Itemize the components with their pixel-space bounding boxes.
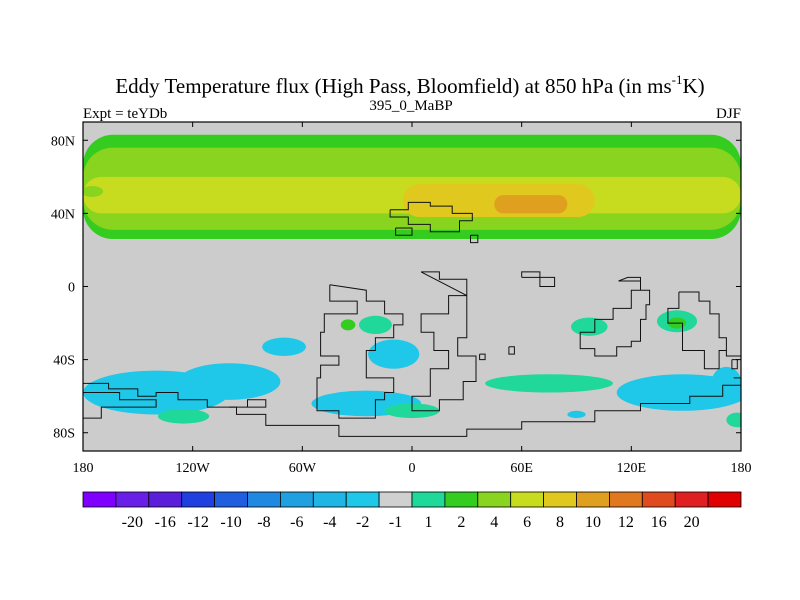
x-tick-label: 0	[409, 461, 416, 476]
colorbar-box	[674, 491, 709, 508]
flux-band-orange	[494, 195, 568, 214]
season-label: DJF	[716, 106, 741, 122]
flux-patch	[567, 410, 586, 419]
coastline	[83, 382, 741, 437]
coastline	[667, 292, 727, 370]
coastline	[389, 201, 473, 233]
colorbar-label: -2	[356, 514, 369, 531]
colorbar-box	[378, 491, 413, 508]
coastline	[411, 271, 477, 412]
colorbar-box	[543, 491, 577, 508]
flux-patch	[358, 315, 392, 335]
x-tick-label: 120W	[176, 461, 211, 476]
chart-title: Eddy Temperature flux (High Pass, Bloomf…	[115, 72, 704, 98]
colorbar-label: 1	[424, 514, 432, 531]
colorbar-box	[707, 491, 742, 508]
flux-patch	[178, 363, 281, 400]
colorbar-box	[148, 491, 183, 508]
colorbar-box	[477, 491, 512, 508]
x-tick-label: 60E	[510, 461, 533, 476]
colorbar-label: -10	[220, 514, 241, 531]
colorbar-label: 6	[523, 514, 531, 531]
colorbar-label: -20	[122, 514, 143, 531]
subtitle-label: 395_0_MaBP	[369, 98, 452, 114]
flux-patch	[571, 317, 608, 336]
colorbar-label: 20	[684, 514, 700, 531]
y-tick-label: 40N	[51, 207, 75, 222]
colorbar-box	[312, 491, 347, 508]
title-tail: K)	[682, 74, 704, 98]
colorbar-label: -6	[290, 514, 303, 531]
colorbar-label: -12	[187, 514, 208, 531]
colorbar-label: 10	[585, 514, 601, 531]
colorbar-box	[181, 491, 215, 508]
colorbar-label: 12	[618, 514, 634, 531]
colorbar-label: 4	[490, 514, 498, 531]
colorbar-label: 16	[651, 514, 667, 531]
flux-patch	[262, 337, 306, 356]
colorbar-box	[576, 491, 610, 508]
flux-patch	[157, 408, 210, 424]
coastline	[470, 234, 479, 244]
colorbar-label: -4	[323, 514, 336, 531]
colorbar-box	[510, 491, 545, 508]
colorbar-box	[82, 491, 117, 508]
colorbar-label: 2	[457, 514, 465, 531]
flux-patch	[726, 412, 741, 428]
x-tick-label: 60W	[289, 461, 317, 476]
coastline	[395, 227, 413, 236]
title-main: Eddy Temperature flux (High Pass, Bloomf…	[115, 74, 671, 98]
colorbar-box	[444, 491, 479, 508]
coastline	[316, 284, 404, 419]
flux-patch	[368, 339, 420, 369]
colorbar-box	[115, 491, 150, 508]
flux-patch	[616, 374, 741, 411]
colorbar-box	[279, 491, 314, 508]
colorbar-box	[214, 491, 248, 508]
x-tick-label: 180	[73, 461, 94, 476]
title-sup: -1	[672, 72, 683, 87]
coastline	[579, 276, 651, 357]
colorbar-label: -16	[155, 514, 176, 531]
coastline	[508, 346, 515, 355]
colorbar-box	[609, 491, 643, 508]
colorbar-box	[641, 491, 676, 508]
colorbar-label: 8	[556, 514, 564, 531]
flux-patch	[340, 319, 356, 331]
coastline	[678, 291, 741, 357]
coastline	[83, 392, 157, 419]
coastline	[479, 353, 486, 361]
colorbar-box	[411, 491, 446, 508]
y-tick-label: 80N	[51, 134, 75, 149]
coastline	[731, 359, 738, 370]
colorbar-box	[247, 491, 281, 508]
colorbar-box	[345, 491, 380, 508]
y-tick-label: 0	[68, 281, 75, 296]
flux-patch	[83, 185, 104, 197]
flux-patch	[485, 374, 614, 393]
x-tick-label: 120E	[617, 461, 647, 476]
y-tick-label: 80S	[53, 427, 75, 442]
y-tick-label: 40S	[53, 354, 75, 369]
coastline	[521, 271, 556, 287]
experiment-label: Expt = teYDb	[83, 106, 167, 122]
colorbar-label: -8	[257, 514, 270, 531]
flux-patch	[711, 366, 741, 397]
coastline	[229, 399, 267, 408]
x-tick-label: 180	[731, 461, 752, 476]
colorbar-label: -1	[389, 514, 402, 531]
